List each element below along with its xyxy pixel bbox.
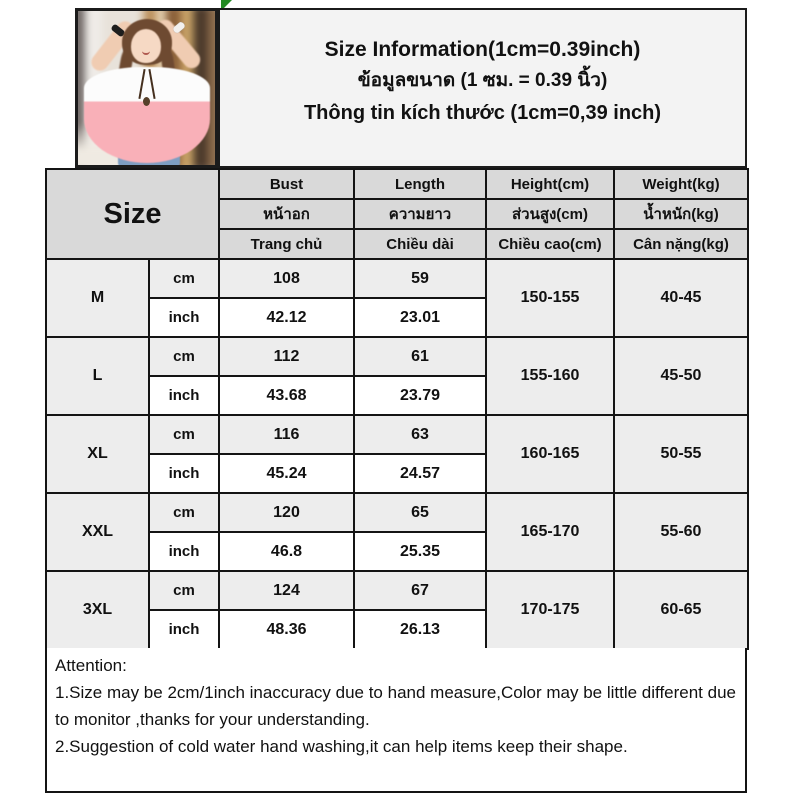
size-label-m: M [45,258,150,338]
attention-note-1: 1.Size may be 2cm/1inch inaccuracy due t… [55,683,736,729]
bust-cm-value: 112 [218,336,355,377]
unit-cm: cm [148,258,220,299]
length-cm-value: 59 [353,258,487,299]
col-header-bust: Bust [218,168,355,200]
col-header-height-vi: Chiều cao(cm) [485,228,615,260]
unit-cm: cm [148,336,220,377]
unit-cm: cm [148,414,220,455]
bust-cm-value: 120 [218,492,355,533]
col-header-length-th: ความยาว [353,198,487,230]
bust-inch-value: 48.36 [218,609,355,650]
bust-cm-value: 124 [218,570,355,611]
col-header-weight-th: น้ำหนัก(kg) [613,198,749,230]
table-row: L cm 112 61 155-160 45-50 [45,336,749,416]
length-inch-value: 23.79 [353,375,487,416]
height-value: 150-155 [485,258,615,338]
attention-note-2: 2.Suggestion of cold water hand washing,… [55,737,628,756]
height-value: 160-165 [485,414,615,494]
unit-inch: inch [148,297,220,338]
height-value: 170-175 [485,570,615,650]
length-inch-value: 25.35 [353,531,487,572]
col-header-height: Height(cm) [485,168,615,200]
table-row: 3XL cm 124 67 170-175 60-65 [45,570,749,650]
model-smile [142,51,150,55]
necklace-pendant [143,97,150,106]
table-row: inch 45.24 24.57 [46,453,748,494]
col-header-weight: Weight(kg) [613,168,749,200]
green-corner-triangle-icon [221,0,232,11]
col-header-weight-vi: Cân nặng(kg) [613,228,749,260]
bust-inch-value: 46.8 [218,531,355,572]
table-row: XL cm 116 63 160-165 50-55 [45,414,749,494]
length-cm-value: 63 [353,414,487,455]
title-thai: ข้อมูลขนาด (1 ซม. = 0.39 นิ้ว) [357,70,608,91]
weight-value: 50-55 [613,414,749,494]
product-photo [75,8,218,168]
table-row: inch 42.12 23.01 [46,297,748,338]
size-label-xl: XL [45,414,150,494]
size-label-l: L [45,336,150,416]
size-label-xxl: XXL [45,492,150,572]
bust-cm-value: 108 [218,258,355,299]
bust-cm-value: 116 [218,414,355,455]
title-box: Size Information(1cm=0.39inch) ข้อมูลขนา… [218,8,747,168]
table-row: inch 46.8 25.35 [46,531,748,572]
length-cm-value: 67 [353,570,487,611]
col-header-length-vi: Chiều dài [353,228,487,260]
length-cm-value: 65 [353,492,487,533]
attention-box: Attention: 1.Size may be 2cm/1inch inacc… [45,648,747,793]
colorblock-top [84,67,210,163]
weight-value: 40-45 [613,258,749,338]
weight-value: 45-50 [613,336,749,416]
table-row: XXL cm 120 65 165-170 55-60 [45,492,749,572]
unit-inch: inch [148,453,220,494]
height-value: 155-160 [485,336,615,416]
weight-value: 55-60 [613,492,749,572]
bust-inch-value: 43.68 [218,375,355,416]
size-label-3xl: 3XL [45,570,150,650]
size-corner-cell: Size [45,168,220,260]
length-inch-value: 26.13 [353,609,487,650]
model-face [131,29,161,63]
unit-cm: cm [148,492,220,533]
weight-value: 60-65 [613,570,749,650]
col-header-length: Length [353,168,487,200]
col-header-bust-th: หน้าอก [218,198,355,230]
bust-inch-value: 45.24 [218,453,355,494]
attention-heading: Attention: [55,656,127,675]
length-inch-value: 24.57 [353,453,487,494]
height-value: 165-170 [485,492,615,572]
size-table: Size Bust Length Height(cm) Weight(kg) ห… [45,168,749,650]
unit-inch: inch [148,609,220,650]
header-row-thai: หน้าอก ความยาว ส่วนสูง(cm) น้ำหนัก(kg) [46,198,749,230]
title-vietnamese: Thông tin kích thước (1cm=0,39 inch) [303,102,662,124]
col-header-height-th: ส่วนสูง(cm) [485,198,615,230]
header-row-english: Size Bust Length Height(cm) Weight(kg) [45,168,749,260]
header-row-vietnamese: Trang chủ Chiều dài Chiều cao(cm) Cân nặ… [46,228,749,260]
table-row: M cm 108 59 150-155 40-45 [45,258,749,338]
title-english: Size Information(1cm=0.39inch) [324,38,641,61]
unit-inch: inch [148,375,220,416]
table-row: inch 43.68 23.79 [46,375,748,416]
col-header-bust-vi: Trang chủ [218,228,355,260]
bust-inch-value: 42.12 [218,297,355,338]
length-inch-value: 23.01 [353,297,487,338]
unit-cm: cm [148,570,220,611]
length-cm-value: 61 [353,336,487,377]
unit-inch: inch [148,531,220,572]
